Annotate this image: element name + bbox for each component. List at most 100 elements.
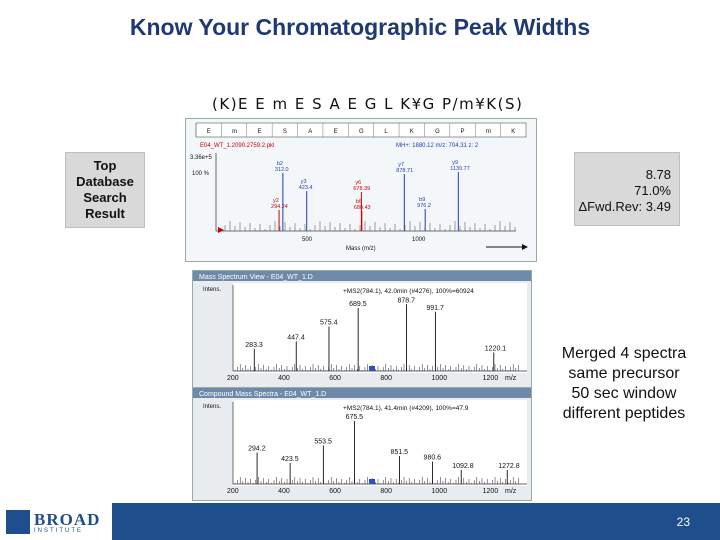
x-tick-label: 400 (278, 375, 290, 382)
left-box-line: Search (83, 190, 127, 205)
top-peak-name: y2 (273, 198, 279, 204)
logo-word: BROAD (34, 509, 101, 529)
mid-y-label: Intens. (203, 287, 221, 293)
top-header-residue: A (308, 129, 312, 135)
top-yaxis-pct: 100 % (192, 171, 210, 177)
mid-spectrum-svg: Mass Spectrum View - E04_WT_1.D Intens. … (193, 271, 531, 382)
x-tick-label: 1200 (483, 488, 499, 495)
compound-mass-spectra-window: Compound Mass Spectra - E04_WT_1.D Inten… (192, 387, 532, 501)
spectrum-peak-label: 991.7 (426, 305, 444, 312)
top-header-residue: m (486, 129, 491, 135)
x-tick-label: 600 (329, 375, 341, 382)
left-box-line: Result (85, 206, 125, 221)
broad-institute-logo: BROAD INSTITUTE (6, 507, 106, 537)
spectrum-peak-label: 283.3 (245, 342, 263, 349)
top-peak-label: 680.43 (354, 205, 371, 211)
slide-title: Know Your Chromatographic Peak Widths (129, 14, 591, 40)
mid-x-ticks: 200 400 600 800 1000 1200 m/z (227, 375, 517, 382)
peptide-sequence: (K)E E m E S A E G L K¥G P/m¥K(S) (212, 95, 524, 113)
top-peak-name: y9 (452, 160, 458, 166)
x-tick-label: m/z (505, 488, 517, 495)
x-tick-label: m/z (505, 375, 517, 382)
top-x-tick-1000: 1000 (412, 237, 426, 243)
top-header-residue: E (207, 129, 211, 135)
spectrum-peak-label: 447.4 (287, 334, 305, 341)
top-x-tick-500: 500 (302, 237, 313, 243)
top-header-residue: K (511, 129, 515, 135)
spectrum-peak-label: 1092.8 (452, 463, 474, 470)
top-file-info: MH+: 1880.12 m/z: 704.31 z: 2 (396, 143, 479, 149)
bottom-window-title: Compound Mass Spectra - E04_WT_1.D (199, 391, 326, 398)
top-yaxis-top: 3.36e+5 (190, 155, 213, 161)
top-peak-name: y7 (398, 162, 404, 168)
top-peak-name: b6 (356, 199, 362, 205)
merged-spectra-note: Merged 4 spectra same precursor 50 sec w… (548, 344, 700, 424)
spectrum-peak-label: 980.6 (424, 455, 442, 462)
top-header-residue: L (384, 129, 388, 135)
x-tick-label: 1000 (432, 375, 448, 382)
xcorr-value: 8.78 (645, 167, 671, 182)
x-tick-label: 800 (380, 488, 392, 495)
top-peak-name: b9 (419, 197, 425, 203)
x-tick-label: 600 (329, 488, 341, 495)
top-header-residue: m (232, 129, 237, 135)
bottom-header: +MS2(784.1), 41.4min (#4209), 100%=47.9 (343, 405, 469, 412)
top-header-residue: G (359, 129, 364, 135)
spectrum-peak-label: 423.5 (281, 456, 299, 463)
top-x-axis-label: Mass (m/z) (346, 246, 376, 252)
top-peak-label: 976.2 (417, 203, 431, 209)
score-stats-box: 8.78 71.0% ΔFwd.Rev: 3.49 (574, 152, 680, 226)
x-tick-label: 1200 (483, 375, 499, 382)
merged-note-line: 50 sec window (571, 385, 677, 402)
top-header-residue: G (435, 129, 440, 135)
spectrum-peak-label: 878.7 (398, 297, 416, 304)
top-header-residue: E (334, 129, 338, 135)
spectrum-peak-label: 575.4 (320, 320, 338, 327)
x-tick-label: 1000 (432, 488, 448, 495)
top-header-residue: P (461, 129, 465, 135)
left-box-line: Database (76, 174, 134, 189)
percent-value: 71.0% (634, 183, 671, 198)
top-header-residue: E (257, 129, 261, 135)
mid-header: +MS2(784.1), 42.0min (#4276), 100%=60924 (343, 288, 474, 295)
top-peak-label: 312.0 (275, 167, 289, 173)
top-peak-label: 423.4 (299, 185, 313, 191)
top-peak-label: 1130.77 (450, 166, 469, 172)
x-tick-label: 400 (278, 488, 290, 495)
top-database-search-box: Top Database Search Result (65, 152, 145, 228)
x-tick-label: 200 (227, 375, 239, 382)
top-filename: E04_WT_1.2090.2759.2.pkl (200, 143, 274, 149)
spectrum-peak-label: 1272.8 (498, 463, 520, 470)
mass-spectrum-view-window: Mass Spectrum View - E04_WT_1.D Intens. … (192, 270, 532, 388)
merged-note-line: different peptides (562, 405, 686, 422)
mid-peaks: 689.5 878.7 991.7 575.4 447.4 283.3 1220.1 (234, 297, 519, 371)
top-peak-name: y3 (301, 179, 307, 185)
bottom-y-label: Intens. (203, 404, 221, 410)
footer-bar (112, 503, 720, 540)
merged-note-line: same precursor (568, 365, 680, 382)
spectrum-peak-label: 675.5 (346, 414, 364, 421)
top-peak-name: b2 (277, 161, 283, 167)
top-peak-label: 878.71 (396, 168, 413, 174)
delta-fwd-rev: ΔFwd.Rev: 3.49 (578, 199, 672, 214)
logo-sub: INSTITUTE (34, 527, 83, 534)
bottom-x-ticks: 200 400 600 800 1000 1200 m/z (227, 488, 517, 495)
spectrum-peak-label: 851.5 (391, 449, 409, 456)
left-box-line: Top (93, 158, 117, 173)
page-number: 23 (676, 515, 690, 529)
top-peak-label: 678.39 (353, 186, 370, 192)
bottom-spectrum-svg: Compound Mass Spectra - E04_WT_1.D Inten… (193, 388, 531, 495)
spectrum-peak-label: 689.5 (349, 301, 367, 308)
spectrum-peak-label: 553.5 (314, 439, 332, 446)
logo-mark-icon (6, 510, 30, 534)
top-header-residue: K (410, 129, 414, 135)
x-tick-label: 200 (227, 488, 239, 495)
bottom-peaks: 675.5 294.2 553.5 423.5 851.5 980.6 1092.8 1272… (234, 414, 520, 484)
top-peak-label: 294.24 (271, 204, 288, 210)
top-header-residue: S (283, 129, 287, 135)
top-peak-name: y6 (355, 180, 361, 186)
